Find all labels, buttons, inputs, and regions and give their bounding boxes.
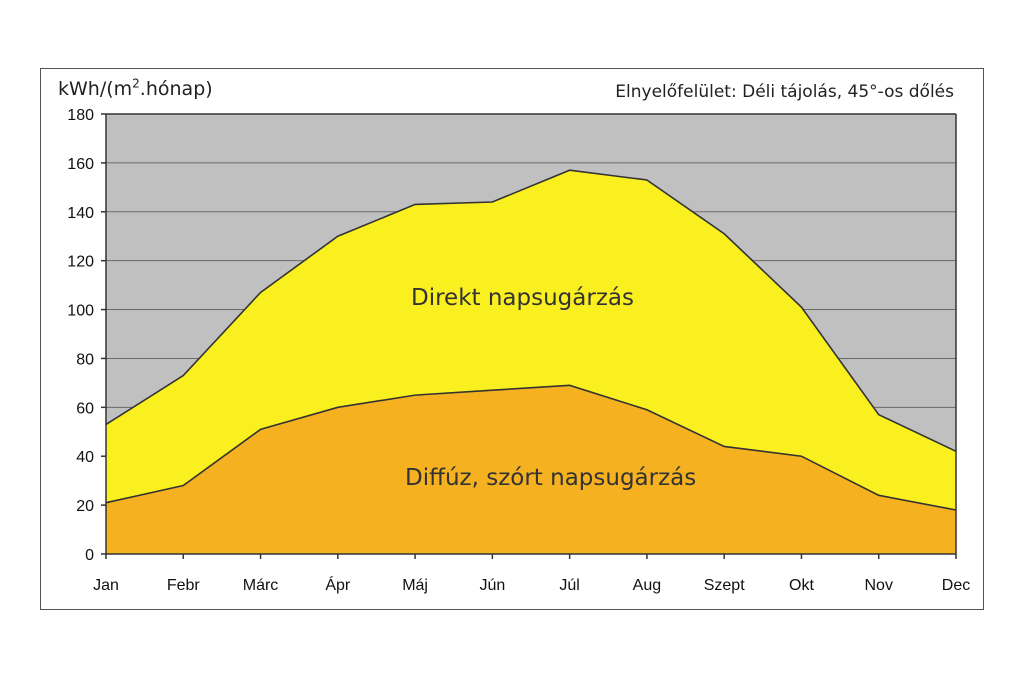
x-tick-label: Jún bbox=[479, 577, 505, 594]
x-tick-label: Okt bbox=[789, 577, 814, 594]
x-tick-label: Ápr bbox=[325, 575, 351, 594]
y-tick-label: 140 bbox=[67, 205, 94, 222]
x-tick-label: Máj bbox=[402, 577, 428, 594]
y-tick-label: 160 bbox=[67, 156, 94, 173]
y-tick-label: 60 bbox=[76, 400, 94, 417]
x-tick-label: Dec bbox=[942, 577, 970, 594]
line-diffuse bbox=[105, 384, 957, 511]
area-diffuse-radiation bbox=[106, 385, 956, 554]
y-tick-label: 80 bbox=[76, 351, 94, 368]
y-tick-label: 120 bbox=[67, 254, 94, 271]
x-tick-label: Júl bbox=[559, 577, 579, 594]
y-tick-label: 0 bbox=[85, 547, 94, 564]
y-tick-label: 180 bbox=[67, 107, 94, 124]
x-tick-label: Nov bbox=[865, 577, 893, 594]
y-axis-label: kWh/(m2.hónap) bbox=[58, 76, 213, 100]
x-tick-label: Szept bbox=[704, 577, 745, 594]
line-total bbox=[105, 169, 957, 453]
x-tick-labels: Jan Febr Márc Ápr Máj Jún Júl Aug Szept Okt Nov Dec bbox=[93, 575, 970, 594]
y-tick-label: 20 bbox=[76, 498, 94, 515]
y-tick-label: 40 bbox=[76, 449, 94, 466]
diffuse-radiation-label: Diffúz, szórt napsugárzás bbox=[405, 465, 697, 491]
x-tick-label: Márc bbox=[243, 577, 279, 594]
y-tick-labels: 0 20 40 60 80 100 120 140 160 180 bbox=[67, 107, 94, 564]
x-tick-label: Febr bbox=[167, 577, 201, 594]
surface-annotation: Elnyelőfelület: Déli tájolás, 45°-os dől… bbox=[615, 82, 954, 102]
x-tick-label: Aug bbox=[633, 577, 661, 594]
y-tick-label: 100 bbox=[67, 303, 94, 320]
axes bbox=[101, 113, 957, 559]
x-tick-label: Jan bbox=[93, 577, 119, 594]
direct-radiation-label: Direkt napsugárzás bbox=[411, 285, 634, 311]
